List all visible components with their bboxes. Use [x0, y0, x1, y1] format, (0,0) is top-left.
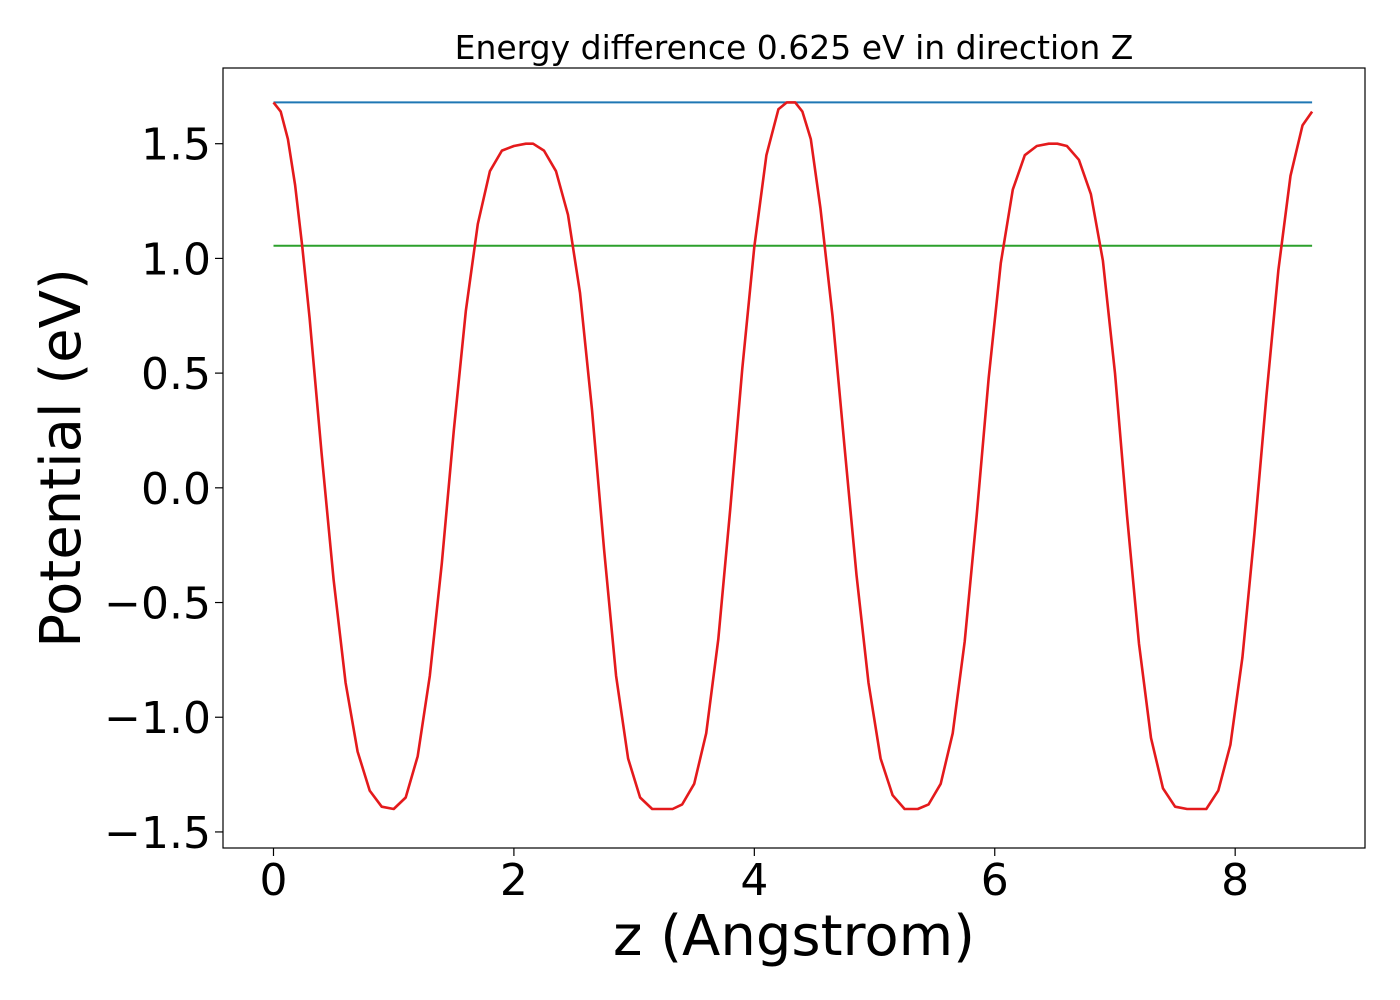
chart-title: Energy difference 0.625 eV in direction …: [455, 28, 1134, 67]
y-tick-label: −0.5: [104, 579, 211, 630]
y-axis-ticks: −1.5 −1.0 −0.5 0.0 0.5 1.0 1.5: [104, 120, 223, 859]
y-tick-label: 0.0: [141, 464, 211, 515]
plot-lines: [272, 101, 1314, 811]
y-tick-label: 1.5: [141, 120, 211, 171]
x-tick-label: 4: [740, 855, 768, 906]
x-tick-label: 8: [1221, 855, 1249, 906]
y-tick-label: −1.5: [104, 808, 211, 859]
x-tick-label: 6: [981, 855, 1009, 906]
x-tick-label: 2: [500, 855, 528, 906]
y-tick-label: 1.0: [141, 234, 211, 285]
y-tick-label: −1.0: [104, 693, 211, 744]
x-axis-ticks: 0 2 4 6 8: [259, 848, 1249, 906]
plot-frame: [222, 67, 1366, 849]
x-axis-label: z (Angstrom): [613, 904, 975, 969]
y-axis-label: Potential (eV): [29, 268, 94, 648]
y-tick-label: 0.5: [141, 349, 211, 400]
x-tick-label: 0: [259, 855, 287, 906]
series-line-2: [272, 101, 1314, 811]
